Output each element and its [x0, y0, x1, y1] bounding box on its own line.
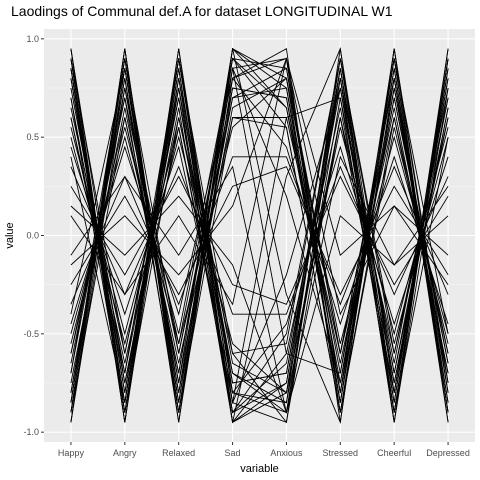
series-line	[70, 58, 449, 414]
series-line	[70, 155, 449, 413]
series-line	[70, 58, 449, 423]
y-axis: -1.0 -0.5 0.0 0.5 1.0	[23, 34, 44, 437]
x-tick-label: Happy	[58, 448, 85, 458]
series-line	[70, 165, 449, 315]
series-line	[70, 77, 449, 326]
x-tick-label: Anxious	[270, 448, 303, 458]
x-axis: Happy Angry Relaxed Sad Anxious Stressed Cheer…	[58, 442, 470, 458]
series-line	[70, 58, 449, 374]
x-axis-label: variable	[240, 463, 279, 475]
x-tick-label: Sad	[225, 448, 241, 458]
x-tick-label: Relaxed	[162, 448, 195, 458]
x-tick-label: Depressed	[426, 448, 470, 458]
series-line	[70, 77, 449, 344]
series-line	[70, 48, 449, 413]
series-line	[70, 97, 449, 413]
chart-title: Laodings of Communal def.A for dataset L…	[11, 3, 393, 19]
series-line	[70, 48, 449, 413]
series-line	[70, 58, 449, 423]
y-tick-label: 0.0	[26, 231, 39, 241]
series-line	[70, 195, 449, 414]
x-tick-label: Stressed	[323, 448, 359, 458]
y-tick-label: 0.5	[26, 132, 39, 142]
series-line	[70, 145, 449, 394]
y-axis-label: value	[4, 222, 16, 248]
y-tick-label: 1.0	[26, 34, 39, 44]
x-tick-label: Angry	[113, 448, 137, 458]
y-tick-label: -0.5	[23, 329, 39, 339]
series-lines	[70, 47, 449, 424]
series-line	[70, 58, 449, 316]
x-tick-label: Cheerful	[377, 448, 411, 458]
series-line	[70, 166, 449, 296]
series-line	[70, 57, 449, 276]
series-line	[70, 175, 449, 305]
y-tick-label: -1.0	[23, 427, 39, 437]
series-line	[70, 156, 449, 306]
